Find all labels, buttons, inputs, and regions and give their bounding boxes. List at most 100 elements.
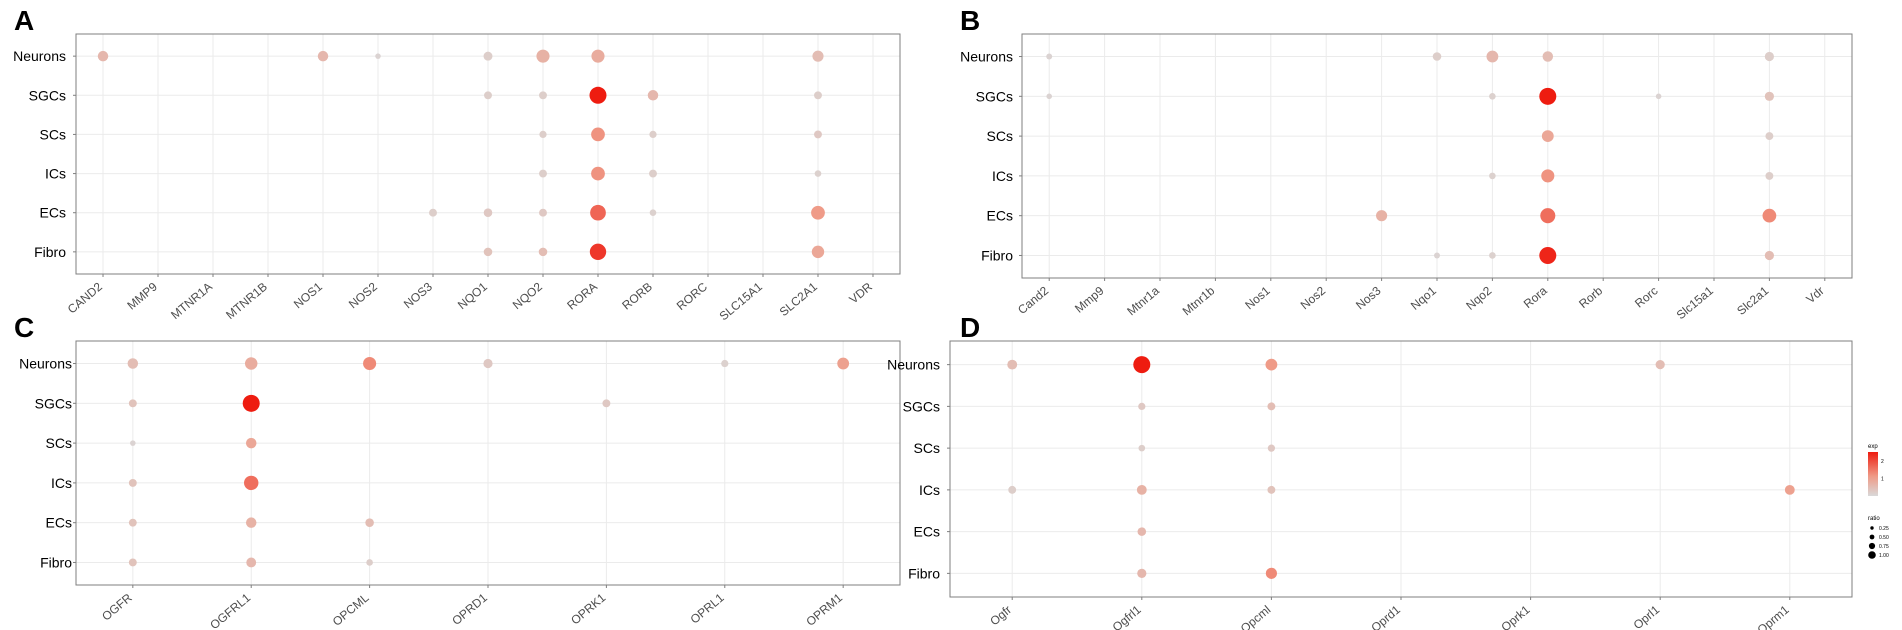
y-tick-label: SGCs: [35, 395, 72, 411]
legend-size-dot: [1868, 551, 1876, 559]
legend-color-tick: 1: [1881, 476, 1884, 482]
dot-ogfrl1-ecs: [1137, 527, 1147, 536]
y-tick-label: SGCs: [976, 88, 1013, 104]
dot-rora-ecs: [590, 204, 606, 221]
dot-nqo1-neurons: [1432, 52, 1442, 61]
dot-nqo2-neurons: [1486, 50, 1499, 63]
points: [1007, 356, 1795, 579]
dot-nqo2-ecs: [539, 208, 547, 217]
dot-rora-fibro: [1539, 246, 1557, 264]
dot-slc2a1-sgcs: [814, 91, 822, 100]
y-tick-label: Fibro: [908, 565, 940, 581]
dot-rora-ecs: [1540, 208, 1556, 224]
dot-opcml-fibro: [1265, 567, 1277, 579]
y-tick-label: SCs: [914, 440, 940, 456]
dot-opcml-scs: [1267, 444, 1276, 452]
y-tick-label: Fibro: [981, 247, 1013, 263]
dot-rorb-ecs: [649, 209, 657, 217]
y-tick-label: Neurons: [887, 357, 940, 373]
dot-slc2a1-ecs: [1762, 208, 1777, 223]
dot-rorc-sgcs: [1655, 93, 1662, 100]
panel-letter: B: [960, 5, 980, 36]
dot-opcml-fibro: [366, 559, 373, 566]
dot-ogfrl1-sgcs: [1138, 402, 1146, 411]
dot-cand2-neurons: [1046, 53, 1053, 60]
dot-slc2a1-ics: [814, 170, 822, 177]
dot-oprm1-neurons: [837, 357, 850, 370]
y-tick-label: ICs: [45, 166, 66, 182]
dot-nqo1-fibro: [483, 247, 493, 257]
dot-nqo2-ics: [539, 169, 547, 178]
grid: [1022, 34, 1852, 278]
y-tick-label: ECs: [987, 208, 1013, 224]
dot-rora-sgcs: [589, 86, 607, 104]
dot-ogfr-scs: [130, 440, 136, 446]
dot-cand2-sgcs: [1046, 93, 1052, 100]
legend: exp 2 1 ratio 0.25 0.50 0.75 1.00: [1868, 444, 1889, 559]
dot-oprl1-neurons: [1655, 360, 1665, 370]
dot-ogfr-neurons: [1007, 359, 1018, 370]
y-tick-label: SCs: [46, 435, 72, 451]
dot-rora-neurons: [591, 49, 605, 63]
dot-slc2a1-fibro: [811, 245, 825, 259]
y-tick-label: SGCs: [29, 87, 66, 103]
dot-ogfrl1-neurons: [1133, 356, 1151, 374]
dot-rora-ics: [591, 166, 605, 181]
dot-nqo2-sgcs: [1489, 93, 1496, 100]
dot-ogfrl1-scs: [245, 437, 257, 449]
dot-rorb-ics: [649, 169, 657, 178]
dot-slc2a1-fibro: [1764, 250, 1774, 261]
dot-nqo2-fibro: [1489, 252, 1496, 259]
y-tick-label: ICs: [992, 168, 1013, 184]
dot-ogfrl1-ics: [244, 475, 259, 491]
dot-slc2a1-ics: [1765, 171, 1774, 180]
dot-opcml-ics: [1267, 485, 1276, 494]
dot-oprm1-ics: [1784, 484, 1795, 495]
dot-nos1-neurons: [317, 50, 329, 62]
dot-rora-ics: [1541, 169, 1555, 183]
dot-ogfrl1-scs: [1138, 444, 1146, 452]
points: [97, 49, 825, 261]
dot-opcml-sgcs: [1267, 402, 1276, 411]
dot-ogfr-ecs: [128, 518, 137, 527]
dot-rorb-sgcs: [647, 90, 659, 101]
legend-size-dot: [1870, 526, 1874, 530]
legend-size-dot: [1868, 542, 1876, 550]
dot-rora-scs: [591, 127, 605, 142]
dot-nos3-ecs: [1376, 210, 1388, 222]
y-tick-label: SCs: [40, 126, 66, 142]
y-tick-label: ECs: [46, 515, 72, 531]
panel-letter: A: [14, 5, 34, 36]
y-tick-label: SGCs: [903, 398, 940, 414]
legend-size-label: 0.75: [1879, 544, 1889, 550]
y-tick-label: Fibro: [40, 554, 72, 570]
legend-color-tick: 2: [1881, 459, 1884, 465]
dot-ogfr-fibro: [128, 558, 137, 567]
dot-ogfr-ics: [1008, 485, 1017, 494]
panel-letter: C: [14, 312, 34, 343]
dot-slc2a1-neurons: [812, 50, 824, 62]
dot-ogfr-neurons: [127, 358, 139, 369]
dot-nqo2-scs: [539, 130, 547, 139]
dot-rora-fibro: [589, 243, 607, 261]
points: [1046, 50, 1777, 264]
dot-slc2a1-neurons: [1764, 51, 1774, 62]
dot-ogfrl1-sgcs: [242, 394, 260, 412]
dot-slc2a1-scs: [1765, 132, 1774, 141]
legend-size-label: 0.25: [1879, 526, 1889, 532]
grid: [76, 341, 900, 585]
dot-opcml-ecs: [365, 518, 374, 527]
dot-ogfr-ics: [128, 478, 137, 487]
y-tick-label: ICs: [51, 475, 72, 491]
grid: [950, 341, 1852, 597]
dot-ogfrl1-ics: [1136, 484, 1147, 495]
y-tick-label: Neurons: [960, 49, 1013, 65]
dot-nos2-neurons: [375, 53, 381, 59]
dot-nqo2-fibro: [538, 247, 548, 257]
legend-colorbar: [1868, 452, 1878, 496]
dot-slc2a1-sgcs: [1764, 91, 1774, 101]
y-tick-label: ICs: [919, 482, 940, 498]
dot-opcml-neurons: [1265, 358, 1278, 371]
